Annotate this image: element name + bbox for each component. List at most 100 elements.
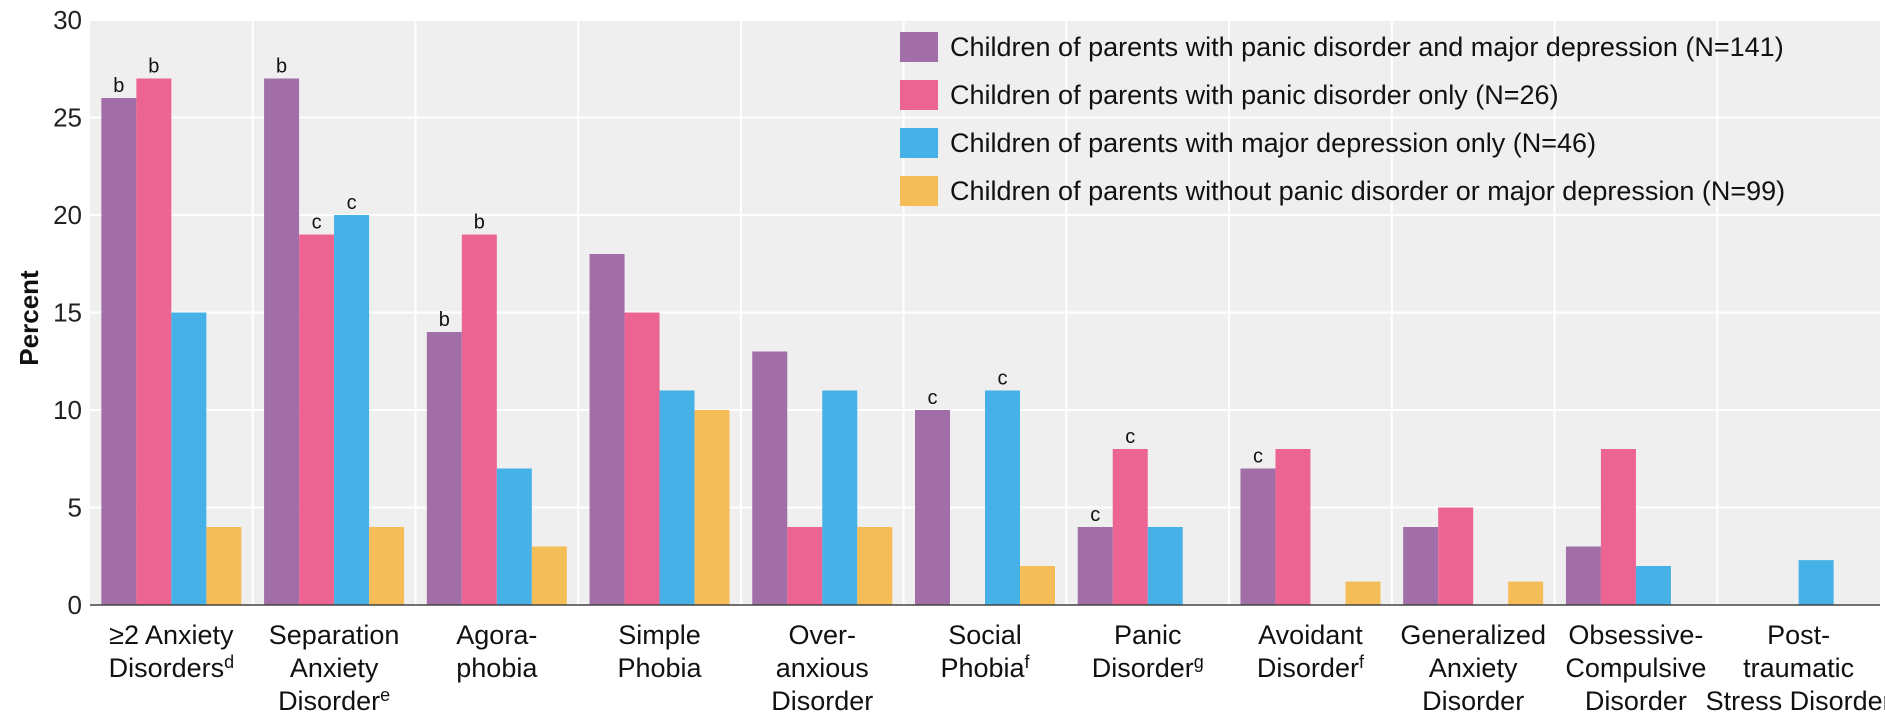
bar xyxy=(1077,527,1113,605)
x-tick-label-line: Post- xyxy=(1767,620,1830,650)
x-tick-label-line: Separation xyxy=(269,620,400,650)
bar xyxy=(1508,581,1544,605)
bar xyxy=(857,527,893,605)
bar xyxy=(1600,449,1636,605)
bar-annotation: b xyxy=(276,56,287,78)
x-tick-label-line: Phobia xyxy=(618,653,703,683)
legend-label: Children of parents with panic disorder … xyxy=(950,80,1559,110)
legend-swatch xyxy=(900,80,938,110)
bar-annotation: c xyxy=(1125,426,1135,448)
x-tick-label-line: Over- xyxy=(789,620,857,650)
y-tick-label: 15 xyxy=(53,298,82,328)
x-tick-label-line: Generalized xyxy=(1400,620,1546,650)
bar xyxy=(334,215,370,605)
x-tick-label-line: Stress Disorder xyxy=(1706,686,1885,716)
bar xyxy=(1345,581,1381,605)
x-tick-label-line: Compulsive xyxy=(1565,653,1706,683)
x-tick-label: Stress Disorder xyxy=(1706,686,1885,716)
bar xyxy=(659,390,695,605)
bar-annotation: c xyxy=(347,192,357,214)
x-tick-label-line: Phobia xyxy=(940,653,1025,683)
x-tick-label-line: Disorder xyxy=(1422,686,1524,716)
x-tick-label: phobia xyxy=(456,653,538,683)
y-axis-title: Percent xyxy=(14,270,44,366)
bar xyxy=(787,527,823,605)
x-tick-label: Over- xyxy=(789,620,857,650)
footnote-marker: f xyxy=(1025,652,1031,672)
x-tick-label-line: Disorder xyxy=(1585,686,1687,716)
bar xyxy=(1020,566,1055,605)
bar xyxy=(1275,449,1311,605)
x-tick-label: traumatic xyxy=(1743,653,1854,683)
x-tick-label: Phobia xyxy=(618,653,703,683)
bar-annotation: b xyxy=(474,212,485,234)
x-tick-label-line: phobia xyxy=(456,653,538,683)
x-tick-label: Agora- xyxy=(456,620,537,650)
bar xyxy=(1565,546,1601,605)
x-tick-label-line: Disorder xyxy=(1092,653,1194,683)
bar xyxy=(589,254,625,605)
legend-label: Children of parents with major depressio… xyxy=(950,128,1596,158)
bar xyxy=(915,410,950,605)
x-tick-label: Avoidant xyxy=(1258,620,1363,650)
x-tick-label-line: anxious xyxy=(776,653,869,683)
x-tick-label-line: Obsessive- xyxy=(1568,620,1703,650)
x-tick-label-line: Avoidant xyxy=(1258,620,1363,650)
x-tick-label-line: Disorders xyxy=(109,653,225,683)
x-tick-label: Panic xyxy=(1114,620,1182,650)
x-tick-label-line: Simple xyxy=(618,620,701,650)
bar xyxy=(1240,468,1276,605)
legend-label: Children of parents without panic disord… xyxy=(950,176,1785,206)
x-tick-label-line: Anxiety xyxy=(1429,653,1518,683)
bar xyxy=(1438,507,1474,605)
bar-annotation: b xyxy=(148,56,159,78)
bar xyxy=(531,546,567,605)
bar xyxy=(136,78,172,605)
y-tick-label: 30 xyxy=(53,5,82,35)
x-tick-label: Obsessive- xyxy=(1568,620,1703,650)
bar xyxy=(1635,566,1671,605)
bar xyxy=(624,312,660,605)
bar xyxy=(985,390,1020,605)
x-tick-label-line: Panic xyxy=(1114,620,1182,650)
x-tick-label-line: Social xyxy=(948,620,1022,650)
bar xyxy=(496,468,532,605)
x-tick-label-line: Disorder xyxy=(1257,653,1359,683)
x-axis-labels: ≥2 AnxietyDisordersdSeparationAnxietyDis… xyxy=(109,620,1885,716)
y-tick-label: 20 xyxy=(53,200,82,230)
footnote-marker: f xyxy=(1359,652,1365,672)
footnote-marker: g xyxy=(1194,652,1204,672)
bar-annotation: c xyxy=(1253,446,1263,468)
x-tick-label: Social xyxy=(948,620,1022,650)
x-tick-label: Disordersd xyxy=(109,652,235,683)
y-tick-label: 5 xyxy=(68,493,82,523)
x-tick-label: ≥2 Anxiety xyxy=(109,620,234,650)
x-tick-label-line: Disorder xyxy=(771,686,873,716)
footnote-marker: d xyxy=(224,652,234,672)
y-tick-label: 10 xyxy=(53,395,82,425)
bar xyxy=(206,527,242,605)
footnote-marker: e xyxy=(380,685,390,705)
bar xyxy=(426,332,462,605)
x-tick-label: Post- xyxy=(1767,620,1830,650)
bar xyxy=(461,234,497,605)
bar xyxy=(171,312,207,605)
bar xyxy=(264,78,300,605)
x-tick-label: Disorder xyxy=(771,686,873,716)
bar xyxy=(299,234,335,605)
x-tick-label: Simple xyxy=(618,620,701,650)
bar xyxy=(101,98,137,605)
x-tick-label: Phobiaf xyxy=(940,652,1030,683)
x-tick-label: Anxiety xyxy=(290,653,379,683)
legend-swatch xyxy=(900,176,938,206)
y-tick-label: 25 xyxy=(53,103,82,133)
x-tick-label: anxious xyxy=(776,653,869,683)
x-tick-label-line: Agora- xyxy=(456,620,537,650)
x-tick-label: Disordere xyxy=(278,685,390,716)
bar xyxy=(1112,449,1148,605)
y-axis-ticks: 0 5 10 15 20 25 30 xyxy=(53,5,82,620)
x-tick-label: Anxiety xyxy=(1429,653,1518,683)
legend: Children of parents with panic disorder … xyxy=(900,32,1785,206)
bar xyxy=(1403,527,1439,605)
